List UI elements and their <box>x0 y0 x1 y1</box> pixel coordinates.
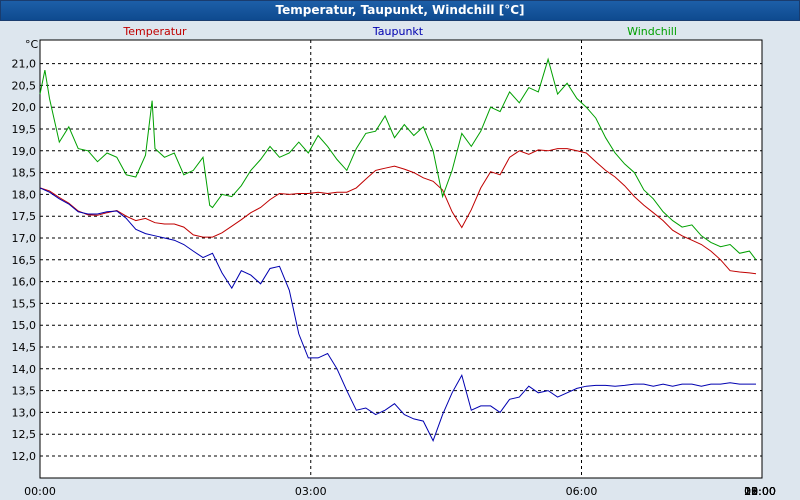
y-tick-label: 13,5 <box>12 385 37 398</box>
series-line-windchill <box>39 57 757 261</box>
y-tick-label: 18,0 <box>12 188 37 201</box>
y-tick-label: 14,0 <box>12 363 37 376</box>
y-tick-label: 17,5 <box>12 210 37 223</box>
y-tick-label: 14,5 <box>12 341 37 354</box>
y-axis-ticks: 21,0 20,5 20,0 19,5 19,0 18,5 18,0 17,5 17,0 16,5… <box>12 58 37 463</box>
y-tick-label: 12,0 <box>12 450 37 463</box>
legend-windchill: Windchill <box>627 25 677 38</box>
x-tick-time: 03:00 <box>295 485 327 498</box>
y-tick-label: 13,0 <box>12 406 37 419</box>
y-axis-unit-label: °C <box>25 38 39 51</box>
x-axis-ticks: 00:0004.08.1603:0004.08.1606:0004.08.160… <box>24 485 776 498</box>
x-tick-time: 15:00 <box>744 485 776 498</box>
x-tick-time: 00:00 <box>744 485 776 498</box>
y-tick-label: 16,0 <box>12 276 37 289</box>
series-line-taupunkt <box>39 187 756 442</box>
x-tick-time: 21:00 <box>744 485 776 498</box>
x-tick-time: 18:00 <box>744 485 776 498</box>
legend-taupunkt: Taupunkt <box>372 25 424 38</box>
y-tick-label: 12,5 <box>12 428 37 441</box>
y-tick-label: 16,5 <box>12 254 37 267</box>
x-tick-time: 12:00 <box>744 485 776 498</box>
grid-lines <box>40 40 762 478</box>
series-lines <box>39 57 757 442</box>
y-tick-label: 19,0 <box>12 145 37 158</box>
temperature-chart: 21,0 20,5 20,0 19,5 19,0 18,5 18,0 17,5 17,0 16,5… <box>12 25 776 498</box>
y-tick-label: 15,0 <box>12 319 37 332</box>
y-tick-label: 19,5 <box>12 123 37 136</box>
y-tick-label: 17,0 <box>12 232 37 245</box>
y-tick-label: 21,0 <box>12 58 37 71</box>
series-line-temperatur <box>39 148 757 275</box>
x-tick-time: 09:00 <box>744 485 776 498</box>
y-tick-label: 20,0 <box>12 101 37 114</box>
legend-temperatur: Temperatur <box>122 25 187 38</box>
y-tick-label: 20,5 <box>12 79 37 92</box>
x-tick-time: 06:00 <box>566 485 598 498</box>
legend: Temperatur Taupunkt Windchill <box>122 25 677 38</box>
x-tick-time: 00:00 <box>24 485 56 498</box>
plot-area <box>39 39 763 479</box>
y-tick-label: 18,5 <box>12 167 37 180</box>
window-title: Temperatur, Taupunkt, Windchill [°C] <box>0 0 800 21</box>
y-tick-label: 15,5 <box>12 297 37 310</box>
